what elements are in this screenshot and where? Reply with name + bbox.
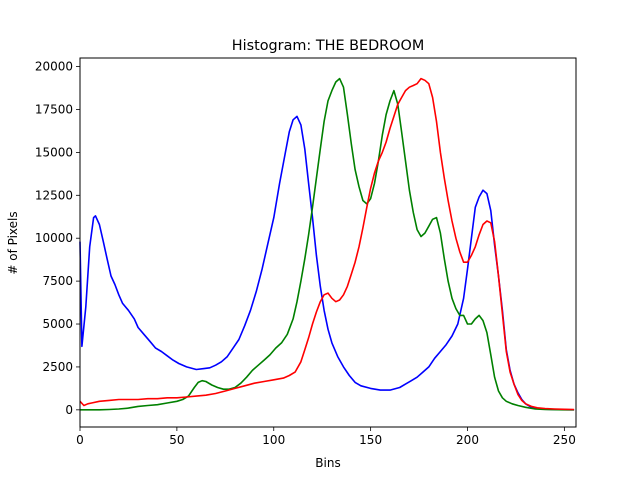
y-tick-label: 17500 [35,102,73,116]
y-tick-label: 15000 [35,145,73,159]
x-axis-label: Bins [315,456,340,470]
x-tick-label: 50 [169,433,184,447]
x-tick-label: 250 [553,433,576,447]
y-tick-label: 7500 [42,274,73,288]
y-axis: 0 2500 5000 7500 10000 12500 15000 17500 20000 [35,60,80,417]
series-line-green [80,77,575,411]
y-axis-label: # of Pixels [6,211,20,274]
x-axis: 0 50 100 150 200 250 [76,427,576,447]
series-layer [79,77,575,411]
y-tick-label: 12500 [35,188,73,202]
x-tick-label: 150 [359,433,382,447]
x-tick-label: 100 [262,433,285,447]
series-line-red [79,77,575,411]
plot-frame [79,57,577,428]
y-tick-label: 10000 [35,231,73,245]
x-tick-label: 0 [76,433,84,447]
x-tick-label: 200 [456,433,479,447]
y-tick-label: 20000 [35,60,73,74]
chart-title: Histogram: THE BEDROOM [232,38,424,54]
series-line-blue [79,115,575,411]
y-tick-label: 2500 [42,360,73,374]
y-tick-label: 0 [65,403,73,417]
y-tick-label: 5000 [42,317,73,331]
